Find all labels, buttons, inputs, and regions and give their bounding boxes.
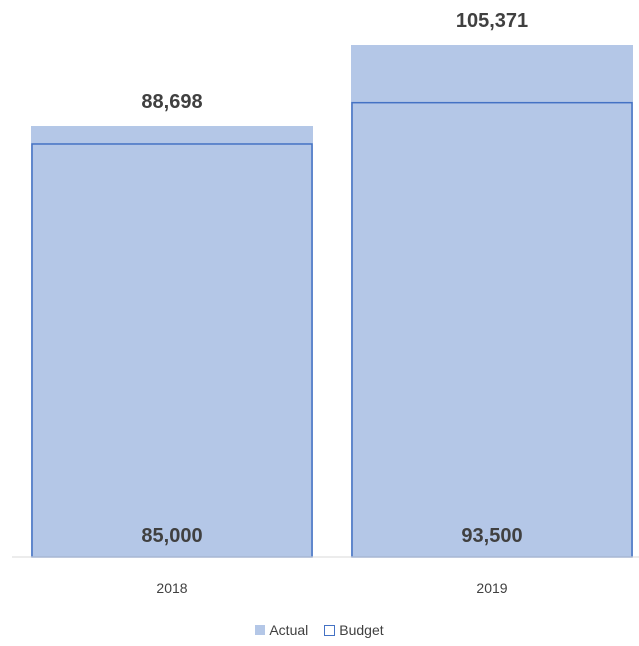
actual-bar-2019: [351, 45, 633, 557]
x-tick-label-2018: 2018: [156, 580, 187, 596]
x-tick-label-2019: 2019: [476, 580, 507, 596]
legend-swatch-actual: [255, 625, 266, 635]
actual-value-label-2019: 105,371: [456, 10, 528, 32]
bars-group: [31, 45, 633, 558]
actual-value-label-2018: 88,698: [141, 91, 202, 113]
legend-swatch-budget: [324, 624, 336, 636]
legend-item-budget: Budget: [324, 622, 384, 638]
legend: Actual Budget: [0, 622, 639, 638]
legend-label-budget: Budget: [339, 622, 384, 638]
labels-group: 88,698 85,000 2018 105,371 93,500 2019: [141, 10, 528, 596]
legend-label-actual: Actual: [269, 622, 309, 638]
budget-value-label-2018: 85,000: [141, 525, 202, 547]
legend-item-actual: Actual: [255, 622, 308, 638]
actual-bar-2018: [31, 126, 313, 558]
budget-value-label-2019: 93,500: [461, 525, 522, 547]
